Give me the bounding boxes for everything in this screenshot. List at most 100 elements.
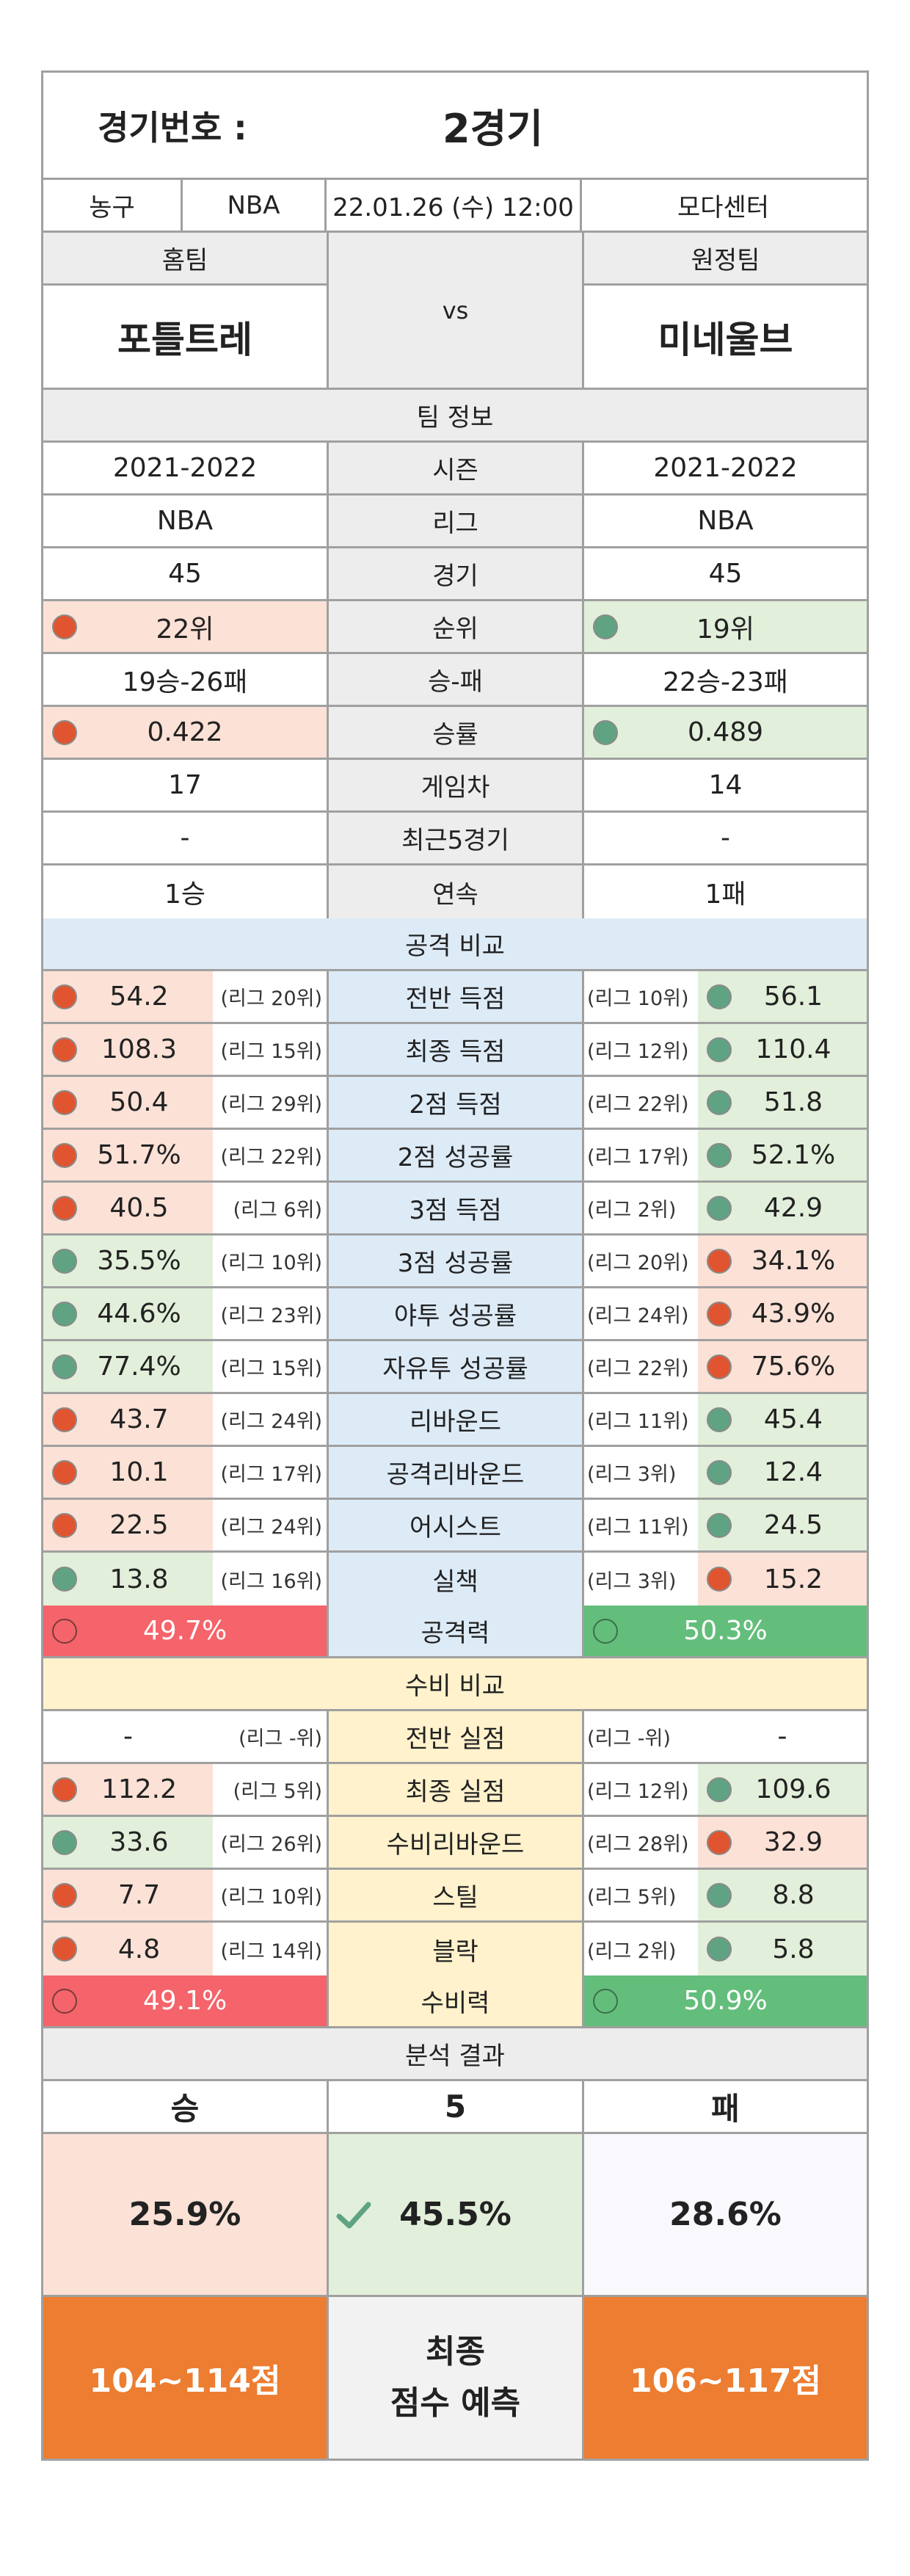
home-team-name: 포틀트레 [117, 318, 252, 361]
red-dot-icon [52, 1937, 77, 1962]
stat-label: 실책 [329, 1553, 584, 1606]
red-dot-icon [52, 1882, 77, 1908]
away-value: 42.9 [698, 1183, 867, 1233]
red-dot-icon [52, 1512, 77, 1538]
home-value: 35.5% [43, 1236, 213, 1286]
away-rank: (리그 22위) [587, 1093, 689, 1116]
defense-row: 7.7 (리그 10위) 스틸 (리그 5위) 8.8 [43, 1870, 867, 1923]
green-dot-icon [707, 1882, 732, 1908]
loss-label: 패 [711, 2091, 740, 2127]
away-stat: 22승-23패 [663, 667, 788, 697]
team-info-title: 팀 정보 [416, 403, 494, 432]
away-rank: (리그 28위) [587, 1833, 689, 1856]
red-dot-icon [52, 719, 77, 745]
stat-label: 어시스트 [329, 1500, 584, 1550]
stat-label: 경기 [329, 548, 584, 599]
green-dot-icon [593, 719, 618, 745]
away-stat: 1패 [705, 879, 746, 910]
stat-label: 리그 [329, 496, 584, 546]
away-value: 45.4 [698, 1394, 867, 1445]
away-rank: (리그 12위) [587, 1040, 689, 1063]
red-dot-icon [52, 1142, 77, 1168]
stat-label: 2점 득점 [329, 1077, 584, 1128]
home-value: 22.5 [43, 1500, 213, 1550]
home-rank: (리그 22위) [213, 1130, 329, 1180]
match-analysis-sheet: 경기번호 : 2경기 농구 NBA 22.01.26 (수) 12:00 모다센… [41, 70, 869, 2461]
stat-label: 최종 실점 [329, 1764, 584, 1815]
red-dot-icon [52, 1037, 77, 1062]
vs-label: vs [329, 233, 584, 388]
green-dot-icon [52, 1567, 77, 1592]
away-attack-total: 50.3% [584, 1606, 867, 1656]
stat-label: 공격리바운드 [329, 1447, 584, 1498]
red-dot-icon [52, 1407, 77, 1432]
away-value: 75.6% [698, 1341, 867, 1392]
away-value: 110.4 [698, 1024, 867, 1075]
home-value: 43.7 [43, 1394, 213, 1445]
attack-row: 51.7% (리그 22위) 2점 성공률 (리그 17위) 52.1% [43, 1130, 867, 1183]
attack-row: 22.5 (리그 24위) 어시스트 (리그 11위) 24.5 [43, 1500, 867, 1553]
away-rank: (리그 2위) [587, 1199, 677, 1222]
team-info-row: 0.422 승률 0.489 [43, 707, 867, 760]
attack-row: 43.7 (리그 24위) 리바운드 (리그 11위) 45.4 [43, 1394, 867, 1447]
check-icon [336, 2202, 371, 2229]
home-value: 50.4 [43, 1077, 213, 1128]
defense-rows: - (리그 -위) 전반 실점 (리그 -위) -112.2 (리그 5위) 최종 실점 (리… [43, 1711, 867, 1975]
attack-row: 10.1 (리그 17위) 공격리바운드 (리그 3위) 12.4 [43, 1447, 867, 1500]
away-value: 15.2 [698, 1553, 867, 1606]
stat-label: 게임차 [329, 760, 584, 810]
away-value: 56.1 [698, 971, 867, 1022]
stat-label: 전반 실점 [329, 1711, 584, 1762]
away-stat: - [721, 823, 730, 853]
home-value: 33.6 [43, 1817, 213, 1868]
home-value: 112.2 [43, 1764, 213, 1815]
home-attack-total: 49.7% [43, 1606, 329, 1656]
attack-rows: 54.2 (리그 20위) 전반 득점 (리그 10위) 56.1 108.3 (리그 15… [43, 971, 867, 1606]
away-value: 5.8 [698, 1923, 867, 1975]
red-dot-icon [707, 1829, 732, 1855]
stat-label: 2점 성공률 [329, 1130, 584, 1180]
away-rank: (리그 12위) [587, 1780, 689, 1803]
home-rank: (리그 10위) [213, 1236, 329, 1286]
red-dot-icon [52, 1618, 77, 1644]
team-info-row: 2021-2022 시즌 2021-2022 [43, 443, 867, 496]
team-info-row: 1승 연속 1패 [43, 866, 867, 918]
green-dot-icon [707, 1512, 732, 1538]
stat-label: 블락 [329, 1923, 584, 1975]
home-rank: (리그 16위) [213, 1553, 329, 1606]
home-rank: (리그 17위) [213, 1447, 329, 1498]
away-rank: (리그 3위) [587, 1570, 677, 1593]
away-stat: 45 [708, 559, 743, 589]
defense-row: 33.6 (리그 26위) 수비리바운드 (리그 28위) 32.9 [43, 1817, 867, 1870]
stat-label: 최종 득점 [329, 1024, 584, 1075]
team-info-row: 19승-26패 승-패 22승-23패 [43, 654, 867, 707]
away-rank: (리그 11위) [587, 1516, 689, 1539]
green-dot-icon [707, 1037, 732, 1062]
green-dot-icon [52, 1248, 77, 1274]
home-rank: (리그 24위) [213, 1394, 329, 1445]
team-info-row: 22위 순위 19위 [43, 601, 867, 654]
green-dot-icon [52, 1301, 77, 1327]
home-defense-total: 49.1% [43, 1975, 329, 2026]
home-rank: (리그 10위) [213, 1870, 329, 1920]
green-dot-icon [52, 1354, 77, 1379]
stat-label: 자유투 성공률 [329, 1341, 584, 1392]
green-dot-icon [593, 614, 618, 639]
home-value: 77.4% [43, 1341, 213, 1392]
green-dot-icon [593, 1988, 618, 2014]
home-stat: 19승-26패 [43, 654, 329, 705]
attack-total-row: 49.7% 공격력 50.3% [43, 1606, 867, 1658]
away-rank: (리그 11위) [587, 1410, 689, 1433]
stat-label: 수비리바운드 [329, 1817, 584, 1868]
away-rank: (리그 17위) [587, 1146, 689, 1169]
red-dot-icon [707, 1354, 732, 1379]
defense-row: - (리그 -위) 전반 실점 (리그 -위) - [43, 1711, 867, 1764]
draw-label: 5 [329, 2081, 584, 2132]
match-number-row: 경기번호 : 2경기 [43, 73, 867, 180]
away-value: 34.1% [698, 1236, 867, 1286]
win-pct: 25.9% [43, 2134, 329, 2295]
red-dot-icon [707, 1567, 732, 1592]
attack-row: 35.5% (리그 10위) 3점 성공률 (리그 20위) 34.1% [43, 1236, 867, 1288]
stat-label: 전반 득점 [329, 971, 584, 1022]
away-stat: 2021-2022 [653, 453, 798, 483]
